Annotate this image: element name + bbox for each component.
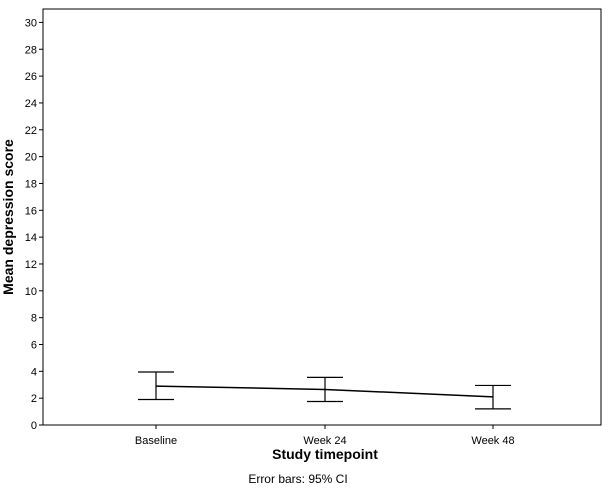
y-tick-label: 26 (25, 71, 37, 83)
y-tick-label: 16 (25, 205, 37, 217)
series-layer (138, 371, 511, 410)
y-tick-label: 8 (31, 313, 37, 325)
error-bar (307, 376, 343, 403)
x-tick-label: Baseline (135, 435, 177, 447)
y-tick-label: 0 (31, 420, 37, 432)
x-axis-ticks: Baseline Week 24 Week 48 (135, 425, 515, 447)
y-tick-label: 22 (25, 125, 37, 137)
x-tick-label: Week 24 (303, 435, 346, 447)
y-axis-title: Mean depression score (0, 139, 16, 295)
y-tick-label: 18 (25, 178, 37, 190)
y-tick-label: 14 (25, 232, 37, 244)
y-tick-label: 24 (25, 98, 37, 110)
y-tick-label: 20 (25, 152, 37, 164)
error-bar (475, 384, 511, 410)
error-bar-footnote: Error bars: 95% CI (248, 472, 347, 486)
y-tick-label: 10 (25, 286, 37, 298)
x-axis-title: Study timepoint (272, 446, 378, 462)
x-tick-label: Week 48 (471, 435, 514, 447)
y-tick-label: 30 (25, 17, 37, 29)
y-tick-label: 28 (25, 44, 37, 56)
y-tick-label: 12 (25, 259, 37, 271)
y-tick-label: 4 (31, 366, 37, 378)
y-tick-label: 6 (31, 339, 37, 351)
y-tick-label: 2 (31, 393, 37, 405)
error-bar (138, 371, 174, 401)
plot-frame (42, 8, 602, 426)
